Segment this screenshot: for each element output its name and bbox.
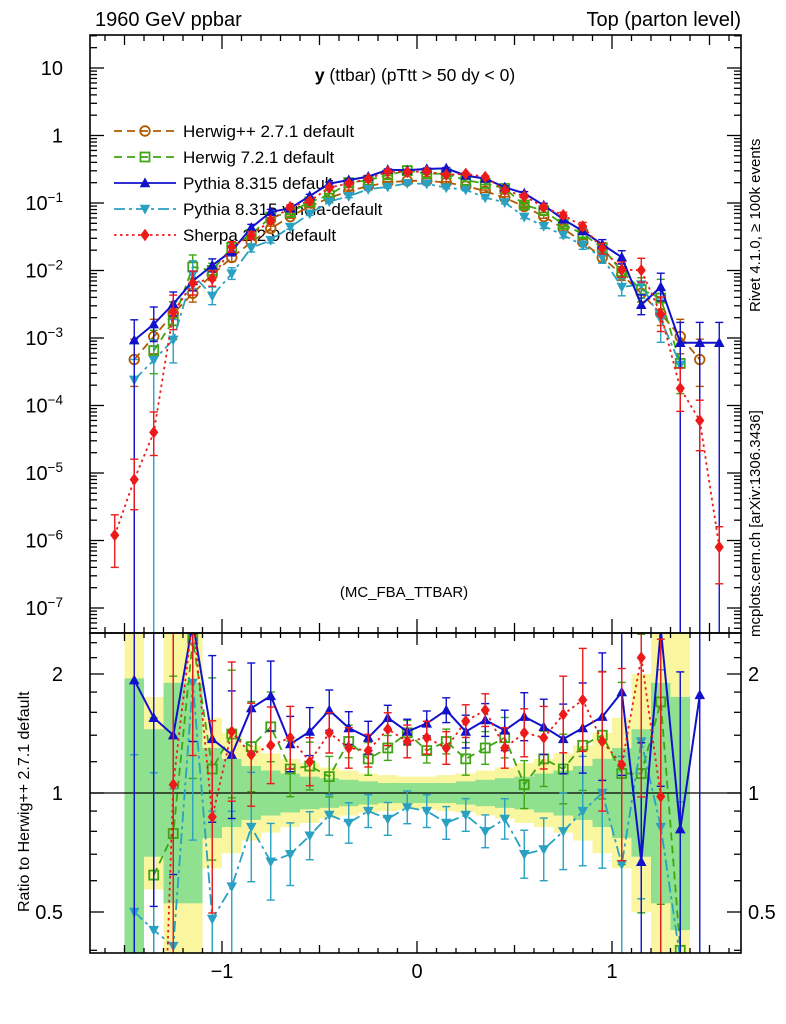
- main-y-tick-label: 10−3: [25, 325, 63, 350]
- main-y-tick-label: 10−6: [25, 528, 63, 553]
- ratio-y-tick-label-left: 2: [52, 664, 63, 686]
- legend-glyphs: [114, 125, 176, 242]
- series-ratio-sherpa: [166, 633, 666, 953]
- main-y-tick-label: 1: [52, 126, 63, 148]
- ratio-axis-title: Ratio to Herwig++ 2.7.1 default: [16, 691, 33, 912]
- plot-title-cuts: (ttbar) (pTtt > 50 dy < 0): [325, 65, 516, 85]
- plot-title-observable: y: [315, 65, 325, 85]
- x-tick-label: −1: [211, 961, 234, 983]
- main-y-tick-label: 10−2: [25, 258, 63, 283]
- mcplots-arxiv-label: mcplots.cern.ch [arXiv:1306.3436]: [747, 410, 764, 637]
- main-y-tick-label: 10−1: [25, 190, 63, 215]
- process-label: Top (parton level): [586, 9, 741, 31]
- axes-and-ticks: [89, 34, 742, 954]
- legend-label-herwigpp: Herwig++ 2.7.1 default: [183, 122, 354, 141]
- rivet-version-label: Rivet 4.1.0, ≥ 100k events: [747, 139, 764, 312]
- main-y-tick-label: 10−7: [25, 595, 63, 620]
- ratio-y-tick-label-right: 1: [748, 783, 759, 805]
- x-tick-label: 0: [411, 961, 422, 983]
- series-main-sherpa: [110, 165, 724, 585]
- x-tick-label: 1: [606, 961, 617, 983]
- main-y-tick-label: 10−5: [25, 460, 63, 485]
- beam-energy-label: 1960 GeV ppbar: [95, 9, 242, 31]
- legend-label-pythia-default: Pythia 8.315 default: [183, 174, 334, 193]
- ratio-y-tick-label-left: 1: [52, 783, 63, 805]
- ratio-y-tick-label-left: 0.5: [35, 902, 63, 924]
- ratio-y-tick-label-right: 0.5: [748, 902, 776, 924]
- legend-label-herwig7: Herwig 7.2.1 default: [183, 148, 334, 167]
- ratio-y-tick-label-right: 2: [748, 664, 759, 686]
- plot-title: y (ttbar) (pTtt > 50 dy < 0): [315, 65, 515, 85]
- main-y-tick-label: 10: [41, 58, 63, 80]
- analysis-watermark: (MC_FBA_TTBAR): [340, 584, 468, 601]
- main-y-tick-label: 10−4: [25, 393, 63, 418]
